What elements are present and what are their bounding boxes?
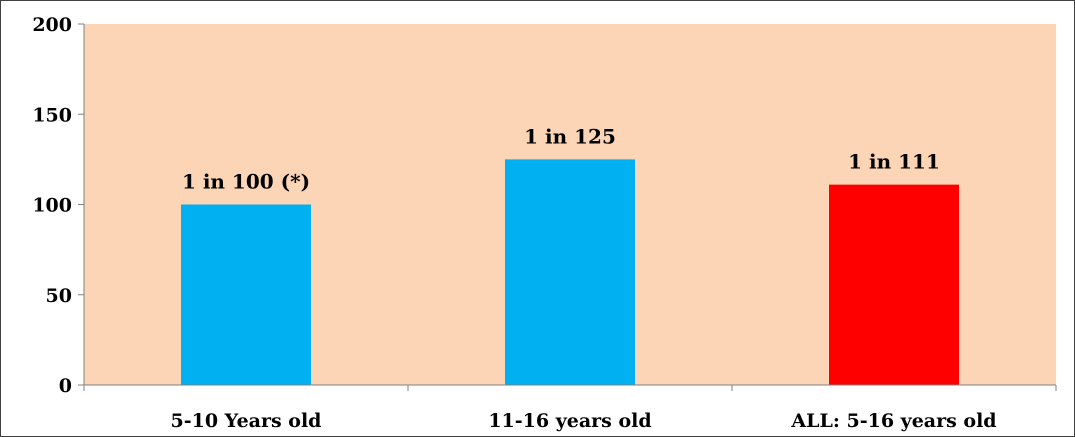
bar: [829, 184, 959, 385]
category-labels-group: 5-10 Years old 11-16 years old ALL: 5-16 y…: [171, 410, 997, 432]
y-ticks-group: 0 50 100 150 200: [32, 14, 84, 397]
bar: [181, 204, 311, 385]
category-label: 5-10 Years old: [171, 410, 322, 432]
y-tick-label: 0: [59, 375, 72, 397]
category-label: ALL: 5-16 years old: [790, 410, 996, 432]
data-labels-group: 1 in 100 (*) 1 in 125 1 in 111: [182, 124, 940, 193]
y-tick-label: 50: [46, 285, 72, 307]
bars-group: [181, 159, 959, 385]
y-tick-label: 150: [32, 104, 72, 126]
data-label: 1 in 100 (*): [182, 170, 310, 194]
y-tick-label: 100: [32, 195, 72, 217]
x-ticks-group: [83, 385, 1057, 391]
data-label: 1 in 125: [524, 124, 616, 148]
y-tick-label: 200: [32, 14, 72, 36]
data-label: 1 in 111: [848, 150, 940, 174]
category-label: 11-16 years old: [488, 410, 651, 432]
bar: [505, 159, 635, 385]
